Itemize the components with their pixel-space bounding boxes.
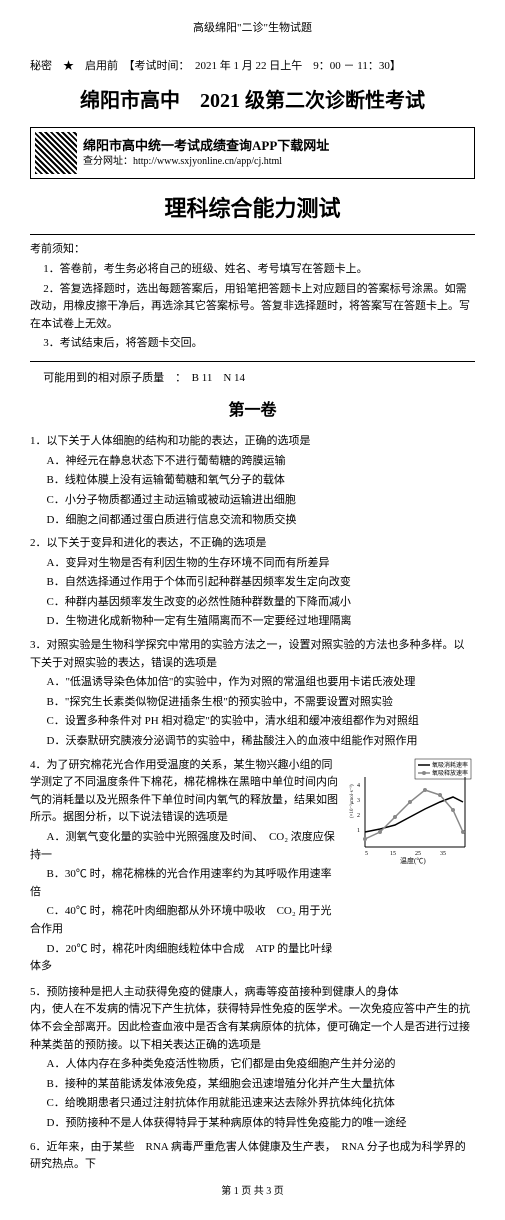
q3-opt-b: B．"探究生长素类似物促进插条生根"的预实验中，不需要设置对照实验 <box>30 694 475 712</box>
q5-opt-c: C．给晚期患者只通过注射抗体作用就能迅速来达去除外界抗体纯化抗体 <box>30 1095 475 1113</box>
banner-line2: 查分网址：http://www.sxjyonline.cn/app/cj.htm… <box>83 155 329 169</box>
q5-opt-b: B．接种的某苗能诱发体液免疫，某细胞会迅速增殖分化并产生大量抗体 <box>30 1076 475 1094</box>
question-1: 1．以下关于人体细胞的结构和功能的表达，正确的选项是 A．神经元在静息状态下不进… <box>30 433 475 529</box>
banner: 绵阳市高中统一考试成绩查询APP下载网址 查分网址：http://www.sxj… <box>30 127 475 179</box>
question-5: 5．预防接种是把人主动获得免疫的健康人，病毒等疫苗接种到健康人的身体 内，使人在… <box>30 984 475 1133</box>
q4-opt-a: A．测氧气变化量的实验中光照强度及时间、 CO₂ 浓度应保持一 <box>30 829 339 864</box>
q1-opt-a: A．神经元在静息状态下不进行葡萄糖的跨膜运输 <box>30 453 475 471</box>
q5-opt-d: D．预防接种不是人体获得特异于某种病原体的特异性免疫能力的唯一途经 <box>30 1115 475 1133</box>
legend-2: 氧吸释放速率 <box>432 769 468 777</box>
x-axis-label: 温度(℃) <box>400 856 426 865</box>
question-6: 6．近年来，由于某些 RNA 病毒严重危害人体健康及生产表， RNA 分子也成为… <box>30 1139 475 1174</box>
section-title: 第一卷 <box>30 398 475 424</box>
q6-stem: 6．近年来，由于某些 RNA 病毒严重危害人体健康及生产表， RNA 分子也成为… <box>30 1139 475 1174</box>
q2-opt-d: D．生物进化成新物种一定有生殖隔离而不一定要经过地理隔离 <box>30 613 475 631</box>
q1-stem: 1．以下关于人体细胞的结构和功能的表达，正确的选项是 <box>30 433 475 451</box>
svg-text:3: 3 <box>357 798 360 804</box>
q4-stem: 4．为了研究棉花光合作用受温度的关系，某生物兴趣小组的同学测定了不同温度条件下棉… <box>30 757 339 827</box>
y-axis-label-left: (×10⁻³μmol·s⁻¹) <box>349 784 355 818</box>
legend-1: 氧吸消耗速率 <box>432 761 468 769</box>
qr-code-icon <box>35 132 77 174</box>
page-footer: 第 1 页 共 3 页 <box>30 1184 475 1200</box>
q5-opt-a: A．人体内存在多种类免疫活性物质，它们都是由免疫细胞产生并分泌的 <box>30 1056 475 1074</box>
q4-opt-d: D．20℃ 时，棉花叶肉细胞线粒体中合成 ATP 的量比叶绿体多 <box>30 941 339 976</box>
instr-1: 1．答卷前，考生务必将自己的班级、姓名、考号填写在答题卡上。 <box>30 261 475 279</box>
q2-opt-b: B．自然选择通过作用于个体而引起种群基因频率发生定向改变 <box>30 574 475 592</box>
q3-opt-c: C．设置多种条件对 PH 相对稳定"的实验中，清水组和缓冲液组都作为对照组 <box>30 713 475 731</box>
instructions: 考前须知： 1．答卷前，考生务必将自己的班级、姓名、考号填写在答题卡上。 2．答… <box>30 234 475 362</box>
q2-opt-c: C．种群内基因频率发生改变的必然性随种群数量的下降而减小 <box>30 594 475 612</box>
secret-line: 秘密 ★ 启用前 【考试时间： 2021 年 1 月 22 日上午 9：00 －… <box>30 58 475 76</box>
main-title: 绵阳市高中 2021 级第二次诊断性考试 <box>30 85 475 117</box>
q3-opt-d: D．沃泰默研究胰液分泌调节的实验中，稀盐酸注入的血液中组能作对照作用 <box>30 733 475 751</box>
question-2: 2．以下关于变异和进化的表达，不正确的选项是 A．变异对生物是否有利因生物的生存… <box>30 535 475 631</box>
q5-body: 内，使人在不发病的情况下产生抗体，获得特异性免疫的医学术。一次免疫应答中产生的抗… <box>30 1001 475 1054</box>
instr-3: 3．考试结束后，将答题卡交回。 <box>30 335 475 353</box>
question-3: 3．对照实验是生物科学探究中常用的实验方法之一，设置对照实验的方法也多种多样。以… <box>30 637 475 751</box>
constants: 可能用到的相对原子质量 ： B 11 N 14 <box>30 370 475 388</box>
svg-text:2: 2 <box>357 813 360 819</box>
question-4: 4．为了研究棉花光合作用受温度的关系，某生物兴趣小组的同学测定了不同温度条件下棉… <box>30 757 475 978</box>
subject-title: 理科综合能力测试 <box>30 191 475 226</box>
q1-opt-c: C．小分子物质都通过主动运输或被动运输进出细胞 <box>30 492 475 510</box>
svg-text:5: 5 <box>365 851 368 857</box>
instr-2: 2．答复选择题时，选出每题答案后，用铅笔把答题卡上对应题目的答案标号涂黑。如需改… <box>30 281 475 334</box>
q4-opt-c: C．40℃ 时，棉花叶肉细胞都从外环境中吸收 CO₂ 用于光合作用 <box>30 903 339 938</box>
instructions-head: 考前须知： <box>30 241 475 259</box>
oxygen-chart: 氧吸消耗速率 氧吸释放速率 1 2 3 4 5 15 25 35 温度(℃) (… <box>345 757 475 867</box>
svg-text:1: 1 <box>357 828 360 834</box>
svg-text:35: 35 <box>440 851 446 857</box>
header-top: 高级绵阳"二诊"生物试题 <box>30 20 475 38</box>
q1-opt-d: D．细胞之间都通过蛋白质进行信息交流和物质交换 <box>30 512 475 530</box>
banner-line1: 绵阳市高中统一考试成绩查询APP下载网址 <box>83 137 329 155</box>
q2-opt-a: A．变异对生物是否有利因生物的生存环境不同而有所差异 <box>30 555 475 573</box>
q4-opt-b: B．30℃ 时，棉花棉株的光合作用速率约为其呼吸作用速率 倍 <box>30 866 339 901</box>
q3-stem: 3．对照实验是生物科学探究中常用的实验方法之一，设置对照实验的方法也多种多样。以… <box>30 637 475 672</box>
q2-stem: 2．以下关于变异和进化的表达，不正确的选项是 <box>30 535 475 553</box>
svg-text:15: 15 <box>390 851 396 857</box>
q5-stem: 5．预防接种是把人主动获得免疫的健康人，病毒等疫苗接种到健康人的身体 <box>30 984 475 1002</box>
q1-opt-b: B．线粒体膜上没有运输葡萄糖和氧气分子的载体 <box>30 472 475 490</box>
svg-text:4: 4 <box>357 783 360 789</box>
q3-opt-a: A．"低温诱导染色体加倍"的实验中，作为对照的常温组也要用卡诺氏液处理 <box>30 674 475 692</box>
